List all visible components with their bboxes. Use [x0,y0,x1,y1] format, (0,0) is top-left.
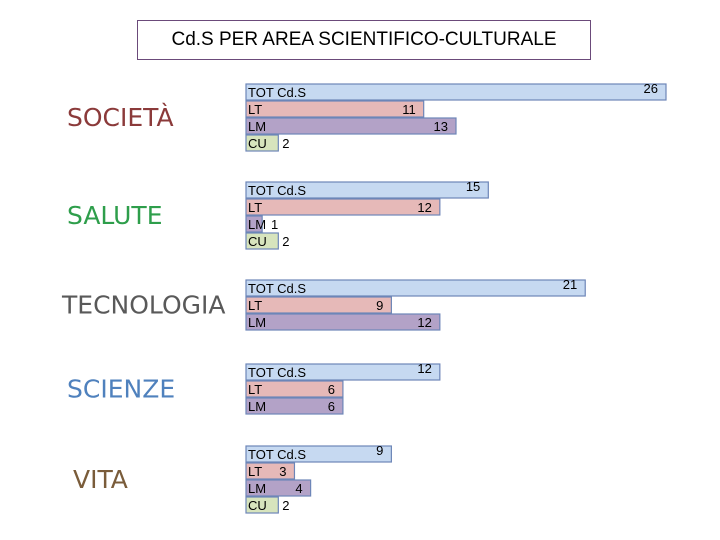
bar-value-4-1: 3 [279,464,286,479]
bar-value-3-0: 12 [417,361,431,376]
bar-label-3-0: TOT Cd.S [248,365,306,380]
bar-label-0-2: LM [248,119,266,134]
bar-3-2 [245,397,344,415]
bar-value-0-1: 11 [402,102,416,117]
bar-label-2-2: LM [248,315,266,330]
bar-value-2-1: 9 [376,298,383,313]
bar-label-4-2: LM [248,481,266,496]
bar-label-1-3: CU [248,234,267,249]
area-label-2: TECNOLOGIA [61,291,225,320]
bar-label-3-2: LM [248,399,266,414]
bar-2-2 [245,313,441,331]
bar-label-2-1: LT [248,298,262,313]
bar-1-0 [245,181,489,199]
bar-value-2-0: 21 [563,277,577,292]
bar-4-2 [245,479,312,497]
bar-0-1 [245,100,425,118]
bar-value-4-0: 9 [376,443,383,458]
bar-0-3 [245,134,279,152]
bar-value-3-1: 6 [328,382,335,397]
bar-3-0 [245,363,441,381]
bar-value-2-2: 12 [417,315,431,330]
bar-label-2-0: TOT Cd.S [248,281,306,296]
bar-label-1-2: LM [248,217,266,232]
bar-label-3-1: LT [248,382,262,397]
bar-label-4-0: TOT Cd.S [248,447,306,462]
bar-0-0 [245,83,667,101]
bar-value-4-2: 4 [295,481,302,496]
bar-value-1-1: 12 [417,200,431,215]
bar-label-1-0: TOT Cd.S [248,183,306,198]
bar-1-3 [245,232,279,250]
bar-label-4-1: LT [248,464,262,479]
bar-value-0-2: 13 [434,119,448,134]
area-label-1: SALUTE [67,201,162,230]
bar-4-1 [245,462,296,480]
bar-4-3 [245,496,279,514]
bar-label-0-1: LT [248,102,262,117]
bar-1-2 [245,215,263,233]
bar-0-2 [245,117,457,135]
bar-value-3-2: 6 [328,399,335,414]
bar-label-0-3: CU [248,136,267,151]
bar-value-4-3: 2 [282,498,289,513]
area-label-0: SOCIETÀ [67,103,174,132]
bar-2-1 [245,296,392,314]
bar-4-0 [245,445,392,463]
bar-value-0-0: 26 [644,81,658,96]
bar-2-0 [245,279,586,297]
chart-title: Cd.S PER AREA SCIENTIFICO-CULTURALE [137,20,591,60]
area-label-4: VITA [73,465,128,494]
bar-label-4-3: CU [248,498,267,513]
bar-label-1-1: LT [248,200,262,215]
bar-3-1 [245,380,344,398]
bar-label-0-0: TOT Cd.S [248,85,306,100]
bar-1-1 [245,198,441,216]
bar-value-1-3: 2 [282,234,289,249]
bar-value-1-0: 15 [466,179,480,194]
bar-value-0-3: 2 [282,136,289,151]
area-label-3: SCIENZE [67,375,175,404]
bar-value-1-2: 1 [271,217,278,232]
